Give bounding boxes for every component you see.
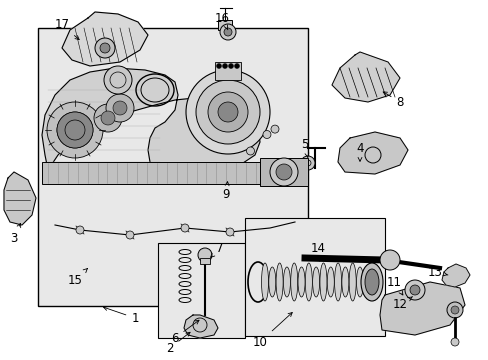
Circle shape	[220, 24, 236, 40]
Text: 12: 12	[392, 297, 412, 311]
Text: 13: 13	[427, 266, 447, 279]
Circle shape	[446, 302, 462, 318]
Text: 6: 6	[171, 320, 199, 345]
Polygon shape	[331, 52, 399, 102]
Bar	[42, 162, 264, 184]
Ellipse shape	[141, 78, 169, 102]
Ellipse shape	[356, 267, 363, 297]
Circle shape	[57, 112, 93, 148]
Text: 1: 1	[103, 307, 139, 324]
Ellipse shape	[290, 263, 297, 301]
Circle shape	[225, 228, 234, 236]
Circle shape	[246, 147, 254, 155]
Polygon shape	[337, 132, 407, 174]
Circle shape	[216, 63, 221, 68]
Text: 11: 11	[386, 275, 402, 295]
Text: 16: 16	[214, 12, 229, 30]
Circle shape	[65, 120, 85, 140]
Circle shape	[263, 130, 270, 139]
Circle shape	[113, 101, 127, 115]
Circle shape	[104, 66, 132, 94]
Circle shape	[106, 94, 134, 122]
Ellipse shape	[341, 267, 348, 297]
Bar	[38, 28, 307, 306]
Text: 14: 14	[310, 242, 325, 261]
Ellipse shape	[268, 267, 275, 297]
Ellipse shape	[319, 263, 326, 301]
Circle shape	[379, 250, 399, 270]
Circle shape	[409, 285, 419, 295]
Polygon shape	[379, 282, 464, 335]
Bar	[260, 158, 307, 186]
Ellipse shape	[364, 269, 378, 295]
Ellipse shape	[312, 267, 319, 297]
Text: 2: 2	[166, 332, 190, 355]
Circle shape	[234, 63, 239, 68]
Text: 4: 4	[356, 141, 363, 161]
Circle shape	[269, 158, 297, 186]
Ellipse shape	[326, 267, 334, 297]
Text: 5: 5	[301, 139, 308, 157]
Ellipse shape	[276, 263, 283, 301]
Polygon shape	[441, 264, 469, 287]
Circle shape	[275, 164, 291, 180]
Circle shape	[101, 111, 115, 125]
Circle shape	[228, 63, 233, 68]
Circle shape	[100, 43, 110, 53]
Ellipse shape	[283, 267, 290, 297]
Circle shape	[47, 102, 103, 158]
Circle shape	[301, 156, 314, 170]
Circle shape	[185, 70, 269, 154]
Polygon shape	[42, 68, 260, 175]
Circle shape	[450, 306, 458, 314]
Circle shape	[95, 38, 115, 58]
Bar	[218, 20, 231, 30]
Polygon shape	[4, 172, 36, 225]
Bar	[215, 62, 241, 80]
Ellipse shape	[348, 263, 355, 301]
Ellipse shape	[305, 263, 312, 301]
Text: 3: 3	[10, 224, 20, 244]
Ellipse shape	[261, 263, 268, 301]
Circle shape	[224, 28, 231, 36]
Polygon shape	[62, 12, 148, 66]
Text: 10: 10	[252, 312, 292, 348]
Circle shape	[181, 224, 189, 232]
Text: 9: 9	[222, 182, 229, 202]
Ellipse shape	[334, 263, 341, 301]
Circle shape	[198, 248, 212, 262]
Circle shape	[270, 125, 279, 133]
Ellipse shape	[297, 267, 305, 297]
Bar	[200, 258, 209, 264]
Text: 15: 15	[67, 269, 87, 287]
Circle shape	[222, 63, 227, 68]
Circle shape	[76, 226, 84, 234]
Bar	[244, 218, 384, 336]
Circle shape	[207, 92, 247, 132]
Circle shape	[196, 80, 260, 144]
Text: 8: 8	[383, 92, 403, 108]
Circle shape	[126, 231, 134, 239]
Polygon shape	[183, 315, 218, 338]
Ellipse shape	[360, 263, 382, 301]
Circle shape	[450, 338, 458, 346]
Circle shape	[404, 280, 424, 300]
Text: 17: 17	[54, 18, 79, 40]
Text: 7: 7	[210, 242, 224, 257]
Bar	[158, 243, 244, 338]
Circle shape	[218, 102, 238, 122]
Circle shape	[94, 104, 122, 132]
Circle shape	[57, 112, 93, 148]
